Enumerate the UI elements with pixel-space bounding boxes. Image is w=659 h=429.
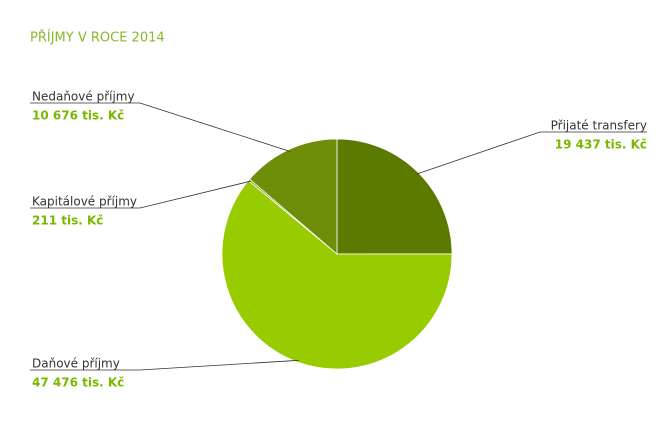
chart-title: PŘÍJMY V ROCE 2014 xyxy=(30,30,165,46)
pie-slice xyxy=(249,138,338,255)
slice-label: Daňové příjmy xyxy=(32,357,120,371)
slice-value-label: 10 676 tis. Kč xyxy=(32,109,124,123)
leader-line xyxy=(416,131,647,175)
pie-slice xyxy=(336,138,453,255)
pie-slice xyxy=(221,180,453,370)
slice-label: Přijaté transfery xyxy=(551,119,647,133)
slice-label: Kapitálové příjmy xyxy=(32,195,137,209)
slice-label: Nedaňové příjmy xyxy=(32,90,135,104)
slice-value-label: 19 437 tis. Kč xyxy=(555,138,647,152)
slice-value-label: 47 476 tis. Kč xyxy=(32,376,124,390)
leader-line xyxy=(30,359,299,371)
leader-line xyxy=(30,102,290,152)
leader-line xyxy=(30,180,251,209)
slice-value-label: 211 tis. Kč xyxy=(32,214,103,228)
